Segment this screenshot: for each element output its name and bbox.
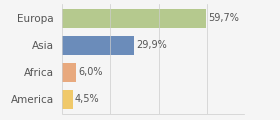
Bar bbox=[62, 90, 73, 109]
Text: 4,5%: 4,5% bbox=[74, 94, 99, 104]
Text: 29,9%: 29,9% bbox=[136, 40, 167, 50]
Text: 59,7%: 59,7% bbox=[208, 13, 239, 23]
Bar bbox=[62, 63, 76, 82]
Text: 6,0%: 6,0% bbox=[78, 67, 102, 77]
Bar bbox=[62, 36, 134, 55]
Bar bbox=[62, 9, 206, 28]
